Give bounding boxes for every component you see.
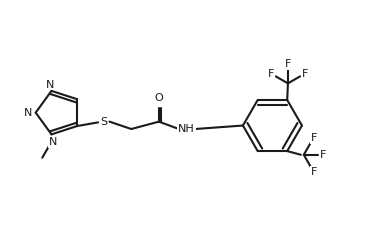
Text: F: F (302, 69, 308, 79)
Text: S: S (100, 117, 107, 127)
Text: N: N (49, 137, 57, 147)
Text: F: F (285, 59, 291, 69)
Text: F: F (268, 69, 274, 79)
Text: F: F (310, 167, 317, 177)
Text: N: N (46, 80, 54, 90)
Text: NH: NH (178, 124, 195, 134)
Text: O: O (154, 93, 163, 103)
Text: F: F (320, 150, 326, 160)
Text: N: N (23, 108, 32, 118)
Text: F: F (310, 133, 317, 143)
